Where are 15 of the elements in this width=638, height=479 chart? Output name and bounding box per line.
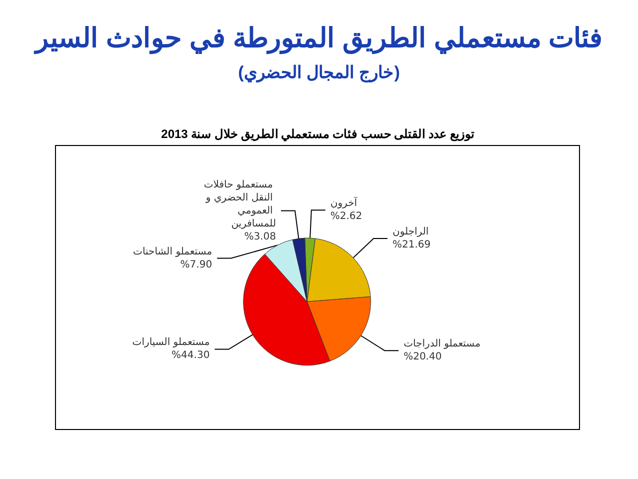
- chart-title: فئات مستعملي الطريق المتورطة في حوادث السير: [32, 22, 604, 54]
- data-label: %2.62: [330, 211, 362, 222]
- slice-label: مستعملو الدراجات: [404, 338, 480, 350]
- data-label: %44.30: [172, 350, 210, 362]
- data-label: %21.69: [392, 240, 431, 251]
- data-label: %20.40: [404, 352, 442, 363]
- text: توزيع عدد القتلى حسب فئات مستعملي الطريق خلال سنة 2013: [160, 127, 476, 141]
- data-label: %7.90: [180, 259, 212, 270]
- chart-subtitle: (خارج المجال الحضري): [237, 62, 401, 83]
- slice-label: الراجلون: [392, 226, 429, 238]
- slice-label: مستعملو السيارات: [132, 337, 210, 348]
- slice-label: مستعملو حافلات النقل الحضري و العمومي للمسافرين: [204, 179, 276, 230]
- slice-label: آخرون: [330, 196, 358, 210]
- data-label: %3.08: [244, 231, 276, 242]
- slice-label: مستعملو الشاحنات: [133, 246, 212, 258]
